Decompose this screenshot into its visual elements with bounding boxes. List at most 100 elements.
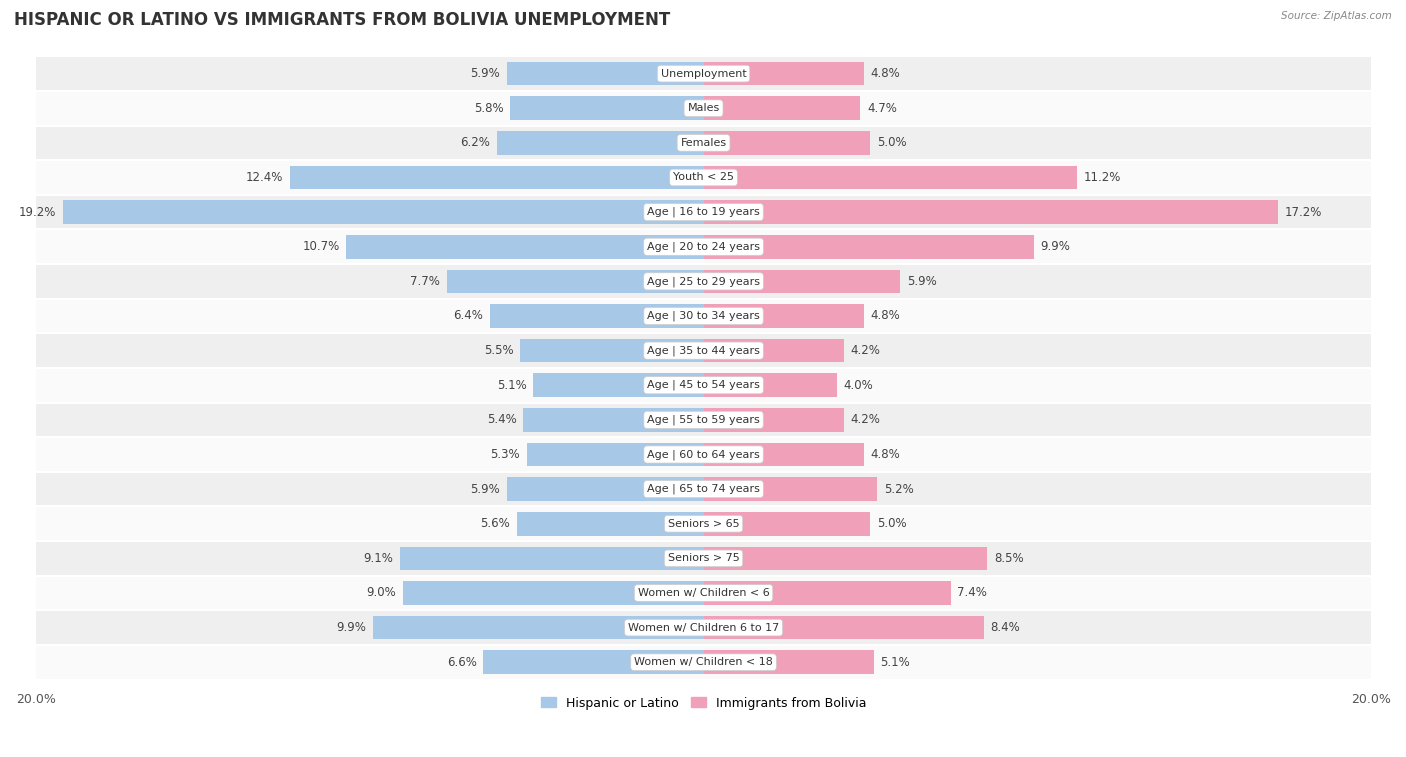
Text: 12.4%: 12.4%	[246, 171, 283, 184]
Bar	[37, 438, 1371, 472]
Bar	[37, 645, 1371, 680]
Text: Youth < 25: Youth < 25	[673, 173, 734, 182]
Text: 7.7%: 7.7%	[411, 275, 440, 288]
Bar	[63, 201, 703, 224]
Bar	[516, 512, 703, 535]
Bar	[703, 339, 844, 363]
Bar	[496, 131, 703, 154]
Bar	[37, 195, 1371, 229]
Text: Age | 16 to 19 years: Age | 16 to 19 years	[647, 207, 759, 217]
Bar	[37, 91, 1371, 126]
Text: 4.8%: 4.8%	[870, 310, 900, 322]
Bar	[37, 541, 1371, 575]
Text: 9.1%: 9.1%	[363, 552, 394, 565]
Text: Age | 65 to 74 years: Age | 65 to 74 years	[647, 484, 761, 494]
Bar	[37, 160, 1371, 195]
Bar	[37, 368, 1371, 403]
Bar	[703, 373, 837, 397]
Bar	[703, 96, 860, 120]
Bar	[703, 581, 950, 605]
Bar	[703, 131, 870, 154]
Text: Women w/ Children < 6: Women w/ Children < 6	[638, 588, 769, 598]
Bar	[37, 403, 1371, 438]
Text: 5.0%: 5.0%	[877, 136, 907, 149]
Bar	[703, 616, 984, 640]
Bar	[703, 650, 873, 674]
Text: 6.4%: 6.4%	[453, 310, 484, 322]
Bar	[703, 201, 1278, 224]
Text: Age | 20 to 24 years: Age | 20 to 24 years	[647, 241, 761, 252]
Bar	[447, 269, 703, 293]
Bar	[703, 235, 1033, 258]
Text: Seniors > 75: Seniors > 75	[668, 553, 740, 563]
Text: 9.9%: 9.9%	[1040, 240, 1070, 254]
Bar	[37, 575, 1371, 610]
Bar	[37, 126, 1371, 160]
Bar	[703, 547, 987, 570]
Bar	[703, 478, 877, 501]
Text: 5.4%: 5.4%	[486, 413, 516, 426]
Text: Seniors > 65: Seniors > 65	[668, 519, 740, 528]
Bar	[484, 650, 703, 674]
Text: 10.7%: 10.7%	[302, 240, 340, 254]
Bar	[290, 166, 703, 189]
Bar	[703, 408, 844, 431]
Text: Women w/ Children 6 to 17: Women w/ Children 6 to 17	[628, 622, 779, 633]
Text: 5.3%: 5.3%	[491, 448, 520, 461]
Bar	[506, 62, 703, 86]
Bar	[533, 373, 703, 397]
Text: 11.2%: 11.2%	[1084, 171, 1122, 184]
Text: Unemployment: Unemployment	[661, 69, 747, 79]
Bar	[373, 616, 703, 640]
Text: 7.4%: 7.4%	[957, 587, 987, 600]
Bar	[37, 506, 1371, 541]
Text: 4.7%: 4.7%	[868, 101, 897, 115]
Text: Age | 25 to 29 years: Age | 25 to 29 years	[647, 276, 761, 287]
Text: 9.0%: 9.0%	[367, 587, 396, 600]
Bar	[703, 304, 863, 328]
Text: 5.9%: 5.9%	[470, 483, 501, 496]
Legend: Hispanic or Latino, Immigrants from Bolivia: Hispanic or Latino, Immigrants from Boli…	[536, 692, 872, 715]
Bar	[37, 333, 1371, 368]
Text: Age | 45 to 54 years: Age | 45 to 54 years	[647, 380, 761, 391]
Bar	[527, 443, 703, 466]
Bar	[37, 610, 1371, 645]
Bar	[506, 478, 703, 501]
Bar	[489, 304, 703, 328]
Text: 5.9%: 5.9%	[907, 275, 936, 288]
Text: HISPANIC OR LATINO VS IMMIGRANTS FROM BOLIVIA UNEMPLOYMENT: HISPANIC OR LATINO VS IMMIGRANTS FROM BO…	[14, 11, 671, 30]
Text: 5.0%: 5.0%	[877, 517, 907, 530]
Bar	[37, 472, 1371, 506]
Text: 8.4%: 8.4%	[991, 621, 1021, 634]
Text: 5.2%: 5.2%	[884, 483, 914, 496]
Text: 5.5%: 5.5%	[484, 344, 513, 357]
Bar	[703, 512, 870, 535]
Bar	[404, 581, 703, 605]
Text: 5.1%: 5.1%	[496, 378, 527, 391]
Bar	[510, 96, 703, 120]
Text: Females: Females	[681, 138, 727, 148]
Text: Women w/ Children < 18: Women w/ Children < 18	[634, 657, 773, 667]
Text: Age | 60 to 64 years: Age | 60 to 64 years	[647, 449, 759, 459]
Bar	[703, 443, 863, 466]
Bar	[703, 62, 863, 86]
Text: Age | 55 to 59 years: Age | 55 to 59 years	[647, 415, 759, 425]
Text: Age | 30 to 34 years: Age | 30 to 34 years	[647, 310, 759, 321]
Text: 5.8%: 5.8%	[474, 101, 503, 115]
Text: 6.6%: 6.6%	[447, 656, 477, 668]
Text: 9.9%: 9.9%	[336, 621, 367, 634]
Bar	[37, 229, 1371, 264]
Text: 5.6%: 5.6%	[481, 517, 510, 530]
Bar	[520, 339, 703, 363]
Bar	[523, 408, 703, 431]
Text: 5.1%: 5.1%	[880, 656, 910, 668]
Text: 17.2%: 17.2%	[1284, 206, 1322, 219]
Bar	[346, 235, 703, 258]
Text: 4.8%: 4.8%	[870, 448, 900, 461]
Text: Males: Males	[688, 103, 720, 114]
Bar	[37, 56, 1371, 91]
Text: 4.8%: 4.8%	[870, 67, 900, 80]
Bar	[703, 166, 1077, 189]
Text: Source: ZipAtlas.com: Source: ZipAtlas.com	[1281, 11, 1392, 21]
Text: 8.5%: 8.5%	[994, 552, 1024, 565]
